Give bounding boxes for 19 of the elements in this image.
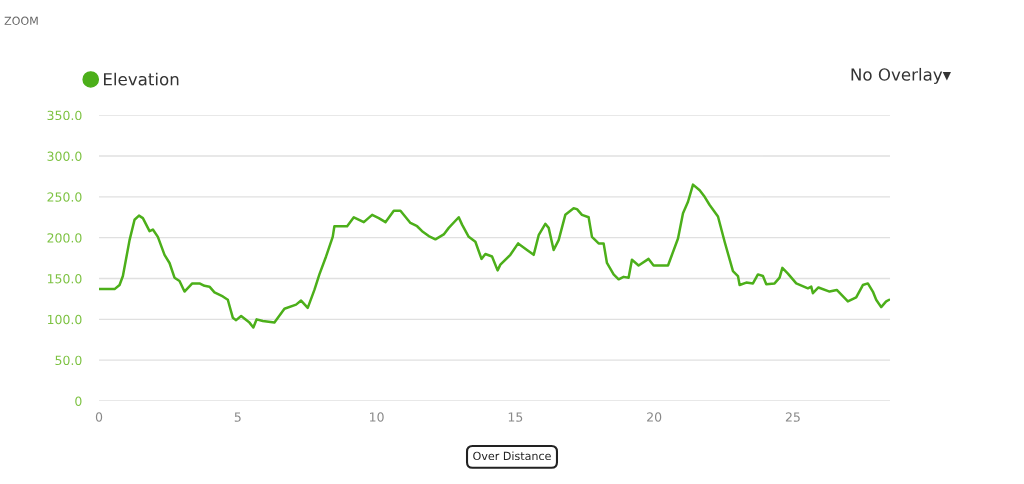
x-tick-label: 0: [95, 412, 103, 422]
y-tick-label: 350.0: [47, 110, 82, 121]
x-tick-label: 5: [234, 412, 241, 422]
x-tick-label: 20: [647, 412, 662, 422]
y-tick-label: 200.0: [47, 233, 82, 243]
y-tick-label: 50.0: [55, 355, 82, 366]
y-tick-label: 150.0: [47, 273, 82, 284]
x-tick-label: 15: [508, 412, 523, 422]
text: ZOOM: [4, 16, 38, 25]
x-tick-label: 25: [785, 412, 800, 422]
legend-label: Elevation: [104, 72, 179, 86]
y-tick-label: 0: [75, 396, 82, 406]
text: No Overlay▾: [851, 67, 951, 85]
y-tick-label: 300.0: [47, 151, 82, 161]
y-tick-label: 100.0: [47, 314, 82, 325]
text: Over Distance: [473, 451, 551, 461]
line-series: [99, 183, 891, 329]
x-tick-label: 10: [370, 412, 384, 422]
y-tick-label: 250.0: [47, 192, 82, 202]
